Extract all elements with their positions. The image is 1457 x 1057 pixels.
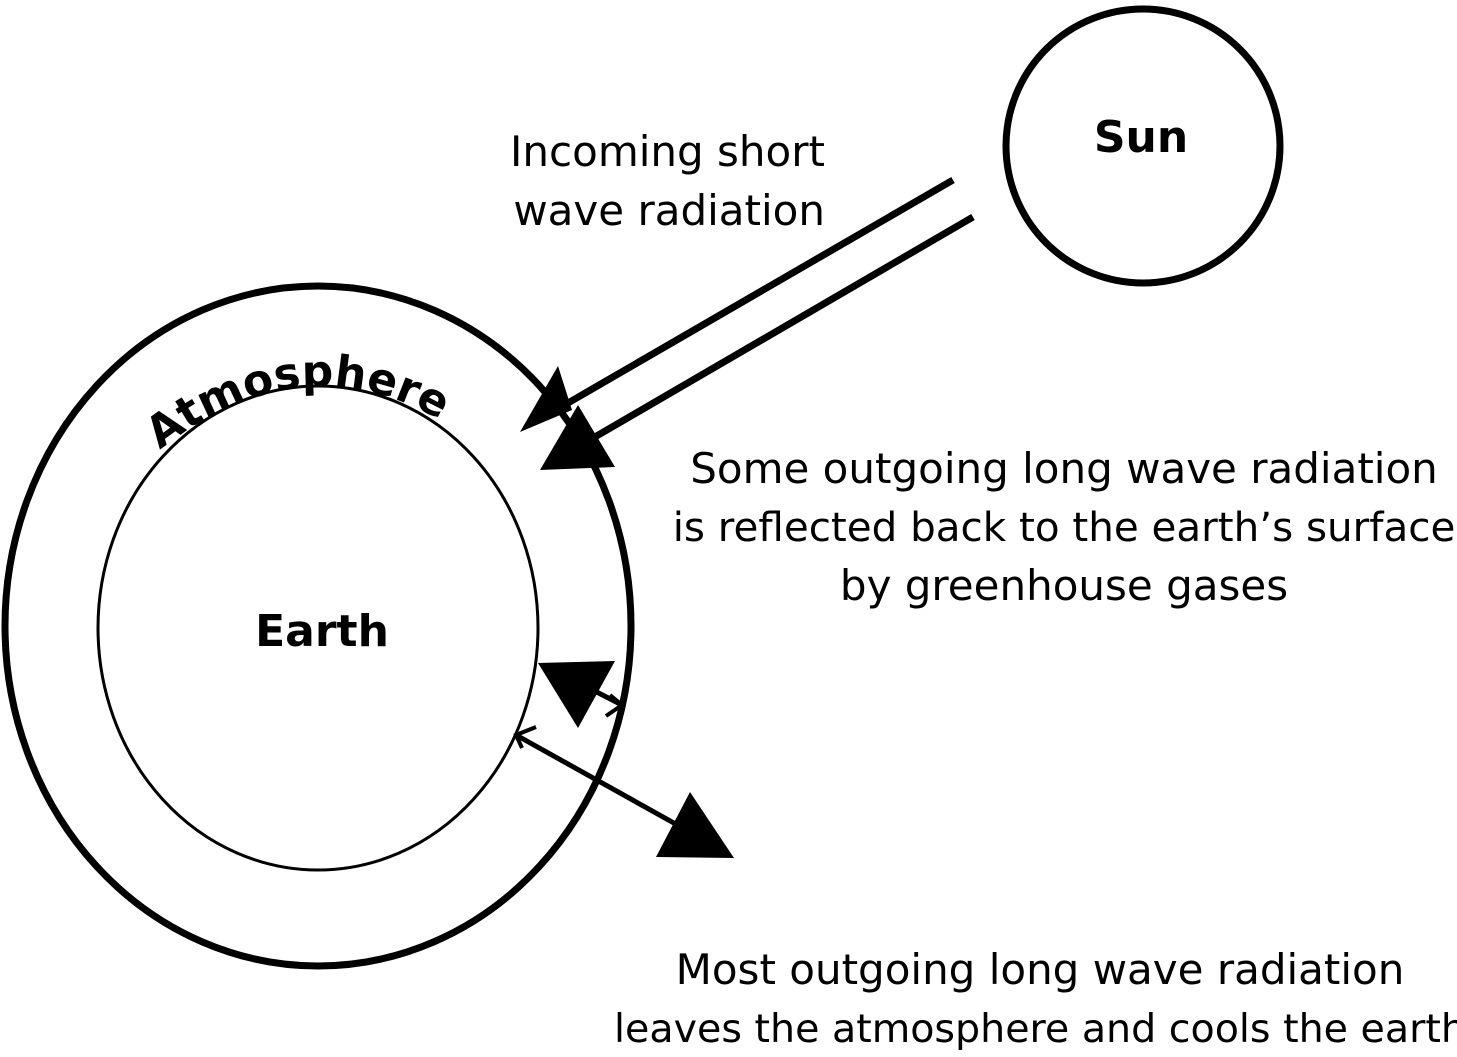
earth-circle: [96, 384, 540, 872]
sun-label: Sun: [1094, 112, 1188, 163]
atmosphere-label: Atmosphere: [136, 346, 458, 459]
reflected-radiation-label: Some outgoing long wave radiation is ref…: [673, 444, 1456, 610]
incoming-label-line-2: wave radiation: [513, 186, 825, 235]
reflected-label-line-2: is reflected back to the earth’s surface: [673, 503, 1456, 551]
atmosphere-circle: [1, 282, 635, 970]
arrowhead-icon: [538, 661, 615, 728]
outgoing-label-line-2: leaves the atmosphere and cools the eart…: [614, 1006, 1457, 1052]
reflected-label-line-3: by greenhouse gases: [840, 561, 1288, 610]
reflected-radiation-arrow: [538, 661, 626, 728]
reflected-label-line-1: Some outgoing long wave radiation: [690, 444, 1438, 493]
outgoing-radiation-label: Most outgoing long wave radiation leaves…: [614, 945, 1457, 1052]
arrowhead-icon: [540, 405, 615, 470]
incoming-label-line-1: Incoming short: [510, 127, 825, 176]
earth-label: Earth: [255, 606, 389, 657]
incoming-radiation-label: Incoming short wave radiation: [510, 127, 825, 235]
incoming-radiation-arrows: [520, 176, 975, 470]
sun-circle: [1002, 5, 1284, 287]
outgoing-radiation-arrow: [513, 725, 734, 858]
outgoing-label-line-1: Most outgoing long wave radiation: [676, 945, 1405, 994]
arrowhead-icon: [520, 366, 572, 432]
arrowhead-icon: [656, 792, 734, 858]
